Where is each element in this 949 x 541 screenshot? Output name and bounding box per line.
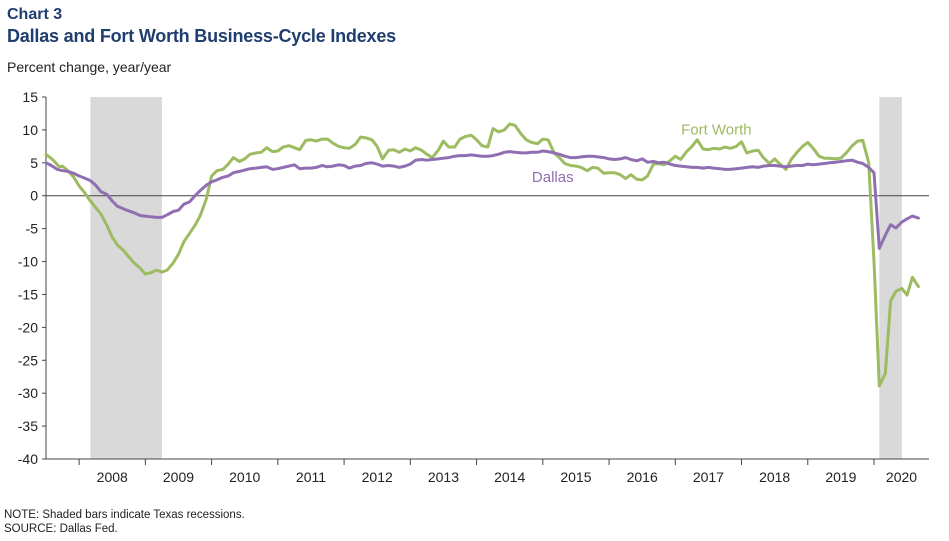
y-tick-label-8: -25 [18, 352, 38, 368]
x-tick-label-4: 2012 [362, 469, 393, 485]
y-tick-label-6: -15 [18, 286, 38, 302]
series-line-fort-worth [44, 122, 920, 388]
y-tick-label-1: 10 [22, 122, 38, 138]
note-text: NOTE: Shaded bars indicate Texas recessi… [4, 509, 245, 521]
x-tick-label-2: 2010 [229, 469, 260, 485]
x-tick-label-9: 2017 [693, 469, 724, 485]
y-tick-label-3: 0 [30, 188, 38, 204]
x-tick-label-0: 2008 [97, 469, 128, 485]
x-tick-label-7: 2015 [560, 469, 591, 485]
series-label-fort-worth: Fort Worth [681, 122, 752, 139]
y-tick-label-5: -10 [18, 254, 38, 270]
y-tick-label-9: -30 [18, 385, 38, 401]
x-tick-label-12: 2020 [886, 469, 917, 485]
x-tick-label-8: 2016 [627, 469, 658, 485]
x-tick-label-10: 2018 [759, 469, 790, 485]
chart-label: Chart 3 [7, 6, 63, 23]
y-tick-label-0: 15 [22, 89, 38, 105]
chart-title: Dallas and Fort Worth Business-Cycle Ind… [7, 26, 396, 46]
recession-band-1 [879, 97, 902, 459]
x-tick-label-5: 2013 [428, 469, 459, 485]
chart-notes: NOTE: Shaded bars indicate Texas recessi… [4, 508, 245, 536]
x-tick-label-6: 2014 [494, 469, 525, 485]
series-line-dallas [44, 149, 920, 250]
y-axis-label: Percent change, year/year [7, 59, 172, 75]
y-tick-label-10: -35 [18, 418, 38, 434]
series-label-dallas: Dallas [532, 169, 574, 186]
source-text: SOURCE: Dallas Fed. [4, 523, 118, 535]
y-tick-label-2: 5 [30, 155, 38, 171]
y-tick-label-7: -20 [18, 319, 38, 335]
x-tick-label-3: 2011 [296, 469, 326, 485]
recession-band-0 [90, 97, 162, 459]
x-tick-label-11: 2019 [825, 469, 856, 485]
y-tick-label-11: -40 [18, 451, 38, 467]
x-tick-label-1: 2009 [163, 469, 194, 485]
y-tick-label-4: -5 [26, 221, 39, 237]
